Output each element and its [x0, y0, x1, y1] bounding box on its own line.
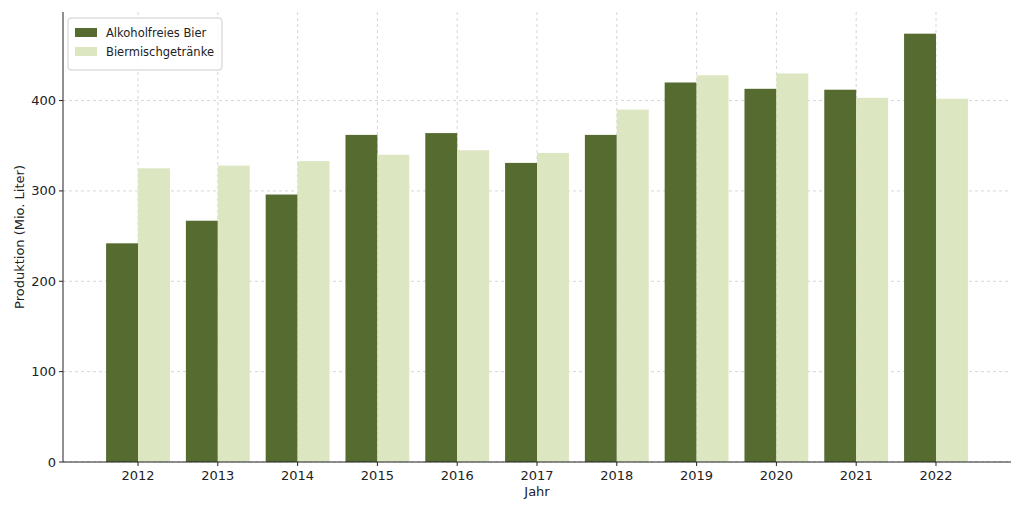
bar: [377, 155, 409, 462]
x-tick-label: 2019: [680, 468, 713, 483]
y-axis-line: [63, 12, 64, 462]
x-tick: [616, 462, 617, 466]
x-tick: [457, 462, 458, 466]
y-tick-label: 300: [31, 183, 56, 198]
bar: [345, 135, 377, 462]
bar: [904, 34, 936, 462]
x-tick: [935, 462, 936, 466]
x-tick-label: 2020: [760, 468, 793, 483]
bar: [505, 163, 537, 462]
bar: [824, 90, 856, 462]
bar: [585, 135, 617, 462]
x-tick-label: 2013: [201, 468, 234, 483]
bar: [617, 110, 649, 462]
bar: [425, 133, 457, 462]
x-tick: [856, 462, 857, 466]
x-tick: [537, 462, 538, 466]
bar: [266, 195, 298, 462]
legend-label: Alkoholfreies Bier: [106, 26, 207, 40]
x-tick: [776, 462, 777, 466]
grid: [63, 12, 1011, 462]
bar: [697, 75, 729, 462]
bar: [138, 168, 170, 462]
bar: [186, 221, 218, 462]
bars: [106, 34, 968, 462]
chart: 0 100 200 300 400 2012 2013 2014 2015 2016 2017 201…: [0, 0, 1024, 512]
x-tick-label: 2022: [919, 468, 952, 483]
x-tick-label: 2012: [121, 468, 154, 483]
y-tick: [59, 371, 63, 372]
y-tick: [59, 100, 63, 101]
legend: Alkoholfreies Bier Biermischgetränke: [68, 18, 222, 70]
x-tick: [377, 462, 378, 466]
bar: [744, 89, 776, 462]
y-tick: [59, 462, 63, 463]
legend-box: [68, 18, 222, 70]
x-tick-label: 2018: [600, 468, 633, 483]
bar: [537, 153, 569, 462]
y-tick: [59, 281, 63, 282]
y-axis-label: Produktion (Mio. Liter): [12, 165, 27, 309]
y-tick-label: 400: [31, 93, 56, 108]
y-tick-label: 0: [48, 455, 56, 470]
x-tick-label: 2016: [441, 468, 474, 483]
x-tick-label: 2017: [520, 468, 553, 483]
bar: [457, 150, 489, 462]
x-tick: [138, 462, 139, 466]
bar: [218, 166, 250, 462]
bar: [856, 98, 888, 462]
x-tick: [297, 462, 298, 466]
x-tick-label: 2015: [361, 468, 394, 483]
bar: [298, 161, 330, 462]
x-tick-label: 2014: [281, 468, 314, 483]
legend-label: Biermischgetränke: [106, 45, 214, 59]
bar: [776, 73, 808, 462]
x-axis-label: Jahr: [523, 484, 550, 499]
x-tick-label: 2021: [840, 468, 873, 483]
legend-swatch: [75, 28, 97, 37]
y-tick-label: 100: [31, 364, 56, 379]
legend-swatch: [75, 47, 97, 56]
bar: [665, 82, 697, 462]
x-tick: [217, 462, 218, 466]
bar: [106, 243, 138, 462]
bar: [936, 99, 968, 462]
y-tick-label: 200: [31, 274, 56, 289]
x-tick: [696, 462, 697, 466]
y-tick: [59, 190, 63, 191]
